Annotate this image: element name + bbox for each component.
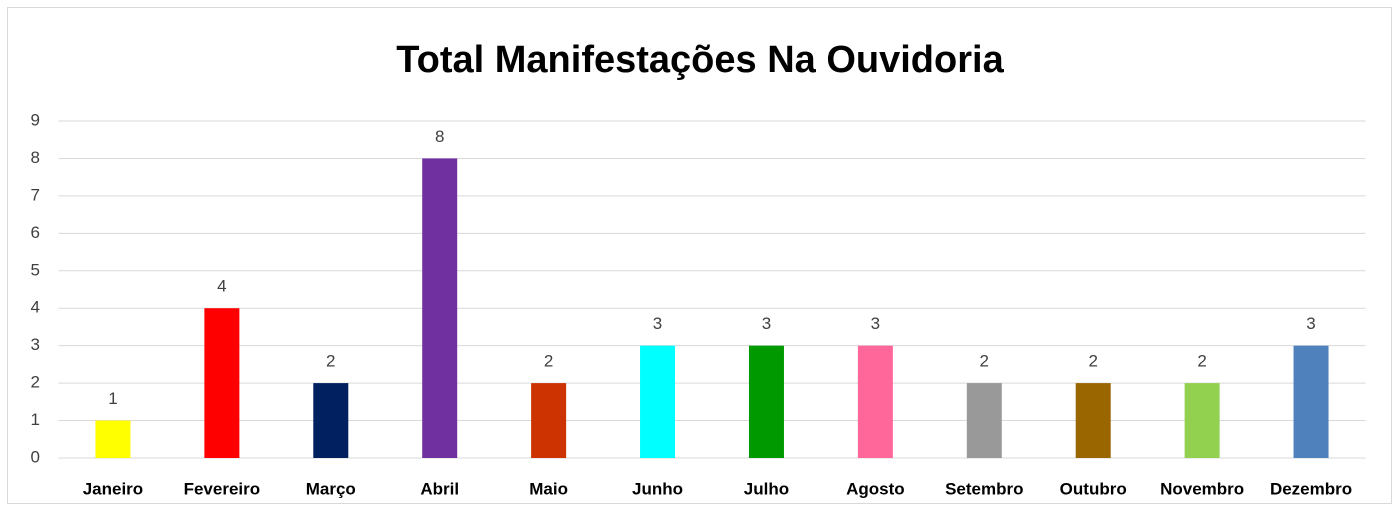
x-tick-label: Outubro xyxy=(1060,479,1127,498)
y-tick-label: 9 xyxy=(31,110,40,129)
value-label: 1 xyxy=(108,389,117,408)
bar xyxy=(1293,345,1329,458)
y-tick-label: 8 xyxy=(31,148,40,167)
x-tick-label: Janeiro xyxy=(83,479,143,498)
y-tick-label: 4 xyxy=(31,298,40,317)
bar xyxy=(1075,383,1111,458)
bar xyxy=(95,420,131,458)
x-tick-label: Dezembro xyxy=(1270,479,1352,498)
bar xyxy=(1184,383,1220,458)
x-tick-label: Junho xyxy=(632,479,683,498)
x-tick-label: Março xyxy=(306,479,356,498)
bar xyxy=(966,383,1002,458)
x-tick-label: Fevereiro xyxy=(184,479,261,498)
x-tick-label: Novembro xyxy=(1160,479,1244,498)
bar xyxy=(313,383,349,458)
value-label: 8 xyxy=(435,127,444,146)
y-tick-label: 5 xyxy=(31,260,40,279)
value-label: 2 xyxy=(1088,352,1097,371)
bar xyxy=(531,383,567,458)
bar xyxy=(748,345,784,458)
value-label: 4 xyxy=(217,277,226,296)
y-tick-label: 1 xyxy=(31,410,40,429)
y-tick-label: 3 xyxy=(31,335,40,354)
value-label: 2 xyxy=(980,352,989,371)
bar xyxy=(857,345,893,458)
value-label: 3 xyxy=(871,314,880,333)
bar xyxy=(204,308,240,458)
bar xyxy=(422,158,458,458)
value-label: 3 xyxy=(1306,314,1315,333)
value-label: 3 xyxy=(653,314,662,333)
x-tick-label: Setembro xyxy=(945,479,1023,498)
x-tick-label: Maio xyxy=(529,479,568,498)
bar xyxy=(640,345,676,458)
x-tick-label: Abril xyxy=(420,479,459,498)
y-tick-label: 2 xyxy=(31,373,40,392)
value-label: 2 xyxy=(544,352,553,371)
value-label: 2 xyxy=(1197,352,1206,371)
x-tick-label: Julho xyxy=(744,479,789,498)
y-tick-label: 7 xyxy=(31,185,40,204)
value-label: 2 xyxy=(326,352,335,371)
y-tick-label: 6 xyxy=(31,223,40,242)
x-tick-label: Agosto xyxy=(846,479,905,498)
value-label: 3 xyxy=(762,314,771,333)
chart-title: Total Manifestações Na Ouvidoria xyxy=(396,39,1004,81)
y-tick-label: 0 xyxy=(31,447,40,466)
